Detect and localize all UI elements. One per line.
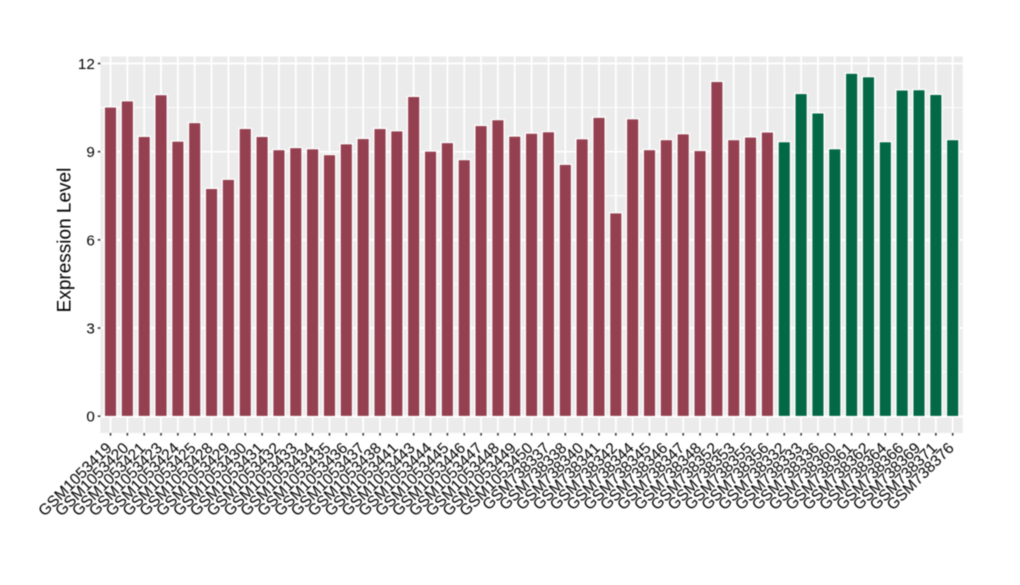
svg-text:Expression Level: Expression Level [54,168,75,313]
svg-text:9: 9 [86,144,94,161]
svg-text:0: 0 [86,409,94,426]
svg-text:3: 3 [86,321,94,338]
svg-text:12: 12 [78,56,95,73]
svg-text:6: 6 [86,232,94,249]
